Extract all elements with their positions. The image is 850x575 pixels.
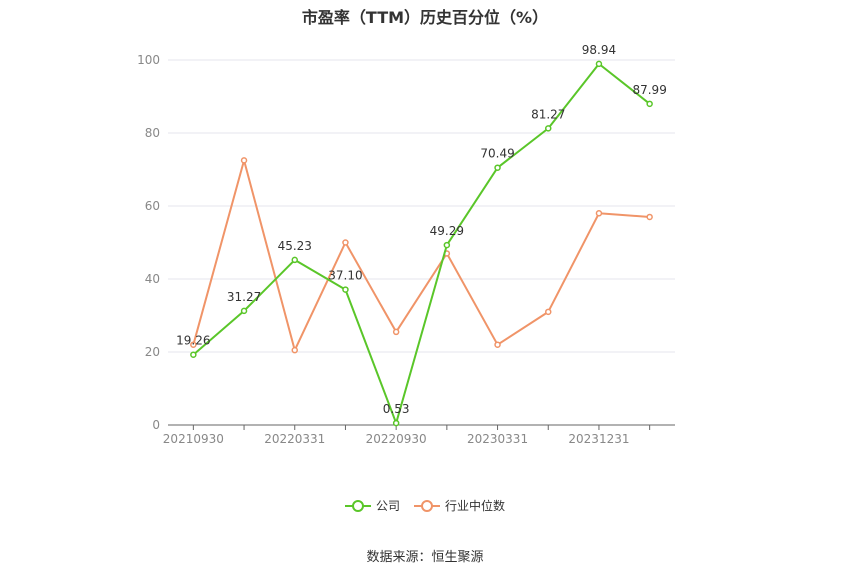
x-tick-label-20210930: 20210930: [163, 432, 224, 446]
y-tick-label-100: 100: [137, 53, 160, 67]
chart-title: 市盈率（TTM）历史百分位（%）: [301, 8, 549, 27]
legend: 公司 行业中位数: [0, 497, 850, 514]
series-1-point-20210930: [190, 341, 197, 348]
series-line-1: [192, 159, 650, 352]
x-tick-label-20231231: 20231231: [568, 432, 629, 446]
series-0-point-20211231: [240, 307, 248, 315]
series-1-point-20230331: [494, 341, 501, 348]
series-1-point-20240331: [646, 213, 653, 221]
series-0-point-20220630: [342, 286, 349, 293]
series-line-0: [192, 62, 651, 425]
series-1-point-20230630: [545, 308, 552, 316]
data-labels: 19.26 31.27 45.23 37.10 0.53 49.29 70.49 81.27 9…: [176, 43, 667, 416]
series-0-point-20220331: [291, 256, 298, 264]
legend-item-industry-median[interactable]: 行业中位数: [414, 497, 505, 514]
series-0-point-20221230: [443, 241, 451, 249]
series-0-point-20231231: [595, 60, 603, 68]
y-tick-label-0: 0: [152, 418, 160, 432]
data-label-20230331: 70.49: [480, 147, 514, 161]
series: [190, 60, 653, 427]
series-0-point-20240331: [646, 100, 653, 108]
series-1-point-20220331: [291, 346, 298, 354]
data-label-20240331: 87.99: [632, 83, 666, 97]
legend-swatch-company: [344, 499, 371, 512]
series-0-point-20210930: [190, 351, 197, 358]
series-0-point-20220930: [392, 419, 400, 427]
x-tick-label-20220930: 20220930: [366, 432, 427, 446]
series-1-point-20220930: [392, 328, 400, 336]
y-tick-label-20: 20: [145, 345, 160, 359]
legend-label-industry-median: 行业中位数: [445, 499, 506, 513]
series-1-point-20220630: [342, 239, 349, 246]
data-label-20211231: 31.27: [227, 290, 261, 304]
grid-lines: [168, 59, 675, 353]
data-label-20221230: 49.29: [430, 224, 464, 238]
axes: 0 20 40 60 80 100 20210930 20220331 20220930 2023…: [137, 53, 675, 446]
x-tick-label-20230331: 20230331: [467, 432, 528, 446]
legend-item-company[interactable]: 公司: [344, 497, 400, 514]
series-0-point-20230331: [494, 164, 501, 171]
series-1-point-20211231: [240, 157, 248, 164]
data-label-20230630: 81.27: [531, 107, 565, 121]
data-label-20220331: 45.23: [278, 239, 312, 253]
legend-swatch-industry-median: [414, 499, 440, 512]
y-tick-label-40: 40: [145, 272, 160, 286]
source-note: 数据来源：恒生聚源: [366, 550, 484, 565]
data-label-20220630: 37.10: [328, 269, 362, 283]
legend-label-company: 公司: [375, 499, 400, 513]
y-tick-label-80: 80: [145, 126, 160, 140]
data-label-20210930: 19.26: [176, 334, 210, 348]
x-tick-label-20220331: 20220331: [264, 432, 325, 446]
data-label-20231231: 98.94: [582, 43, 616, 57]
data-label-20220930: 0.53: [383, 402, 410, 416]
series-0-point-20230630: [545, 125, 552, 132]
series-1-point-20231231: [595, 210, 603, 217]
y-tick-label-60: 60: [145, 199, 160, 213]
